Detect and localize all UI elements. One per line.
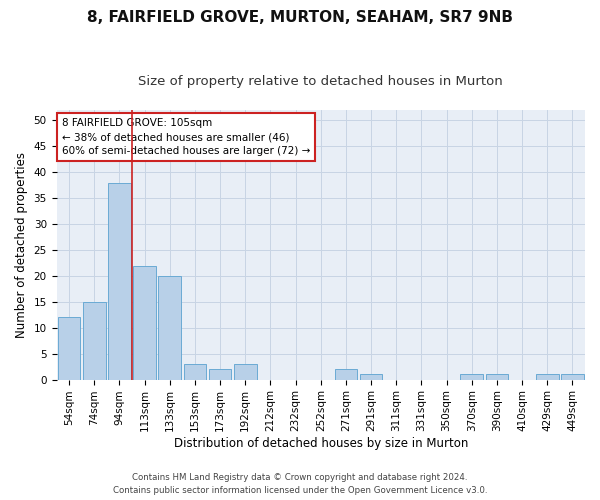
Bar	[184, 364, 206, 380]
Bar	[335, 369, 357, 380]
Title: Size of property relative to detached houses in Murton: Size of property relative to detached ho…	[139, 75, 503, 88]
Bar	[360, 374, 382, 380]
Text: 8, FAIRFIELD GROVE, MURTON, SEAHAM, SR7 9NB: 8, FAIRFIELD GROVE, MURTON, SEAHAM, SR7 …	[87, 10, 513, 25]
Bar	[234, 364, 257, 380]
Bar	[58, 318, 80, 380]
Text: Contains HM Land Registry data © Crown copyright and database right 2024.
Contai: Contains HM Land Registry data © Crown c…	[113, 474, 487, 495]
Bar	[561, 374, 584, 380]
Text: 8 FAIRFIELD GROVE: 105sqm
← 38% of detached houses are smaller (46)
60% of semi-: 8 FAIRFIELD GROVE: 105sqm ← 38% of detac…	[62, 118, 310, 156]
Bar	[133, 266, 156, 380]
X-axis label: Distribution of detached houses by size in Murton: Distribution of detached houses by size …	[173, 437, 468, 450]
Y-axis label: Number of detached properties: Number of detached properties	[15, 152, 28, 338]
Bar	[108, 182, 131, 380]
Bar	[209, 369, 232, 380]
Bar	[158, 276, 181, 380]
Bar	[460, 374, 483, 380]
Bar	[485, 374, 508, 380]
Bar	[536, 374, 559, 380]
Bar	[83, 302, 106, 380]
